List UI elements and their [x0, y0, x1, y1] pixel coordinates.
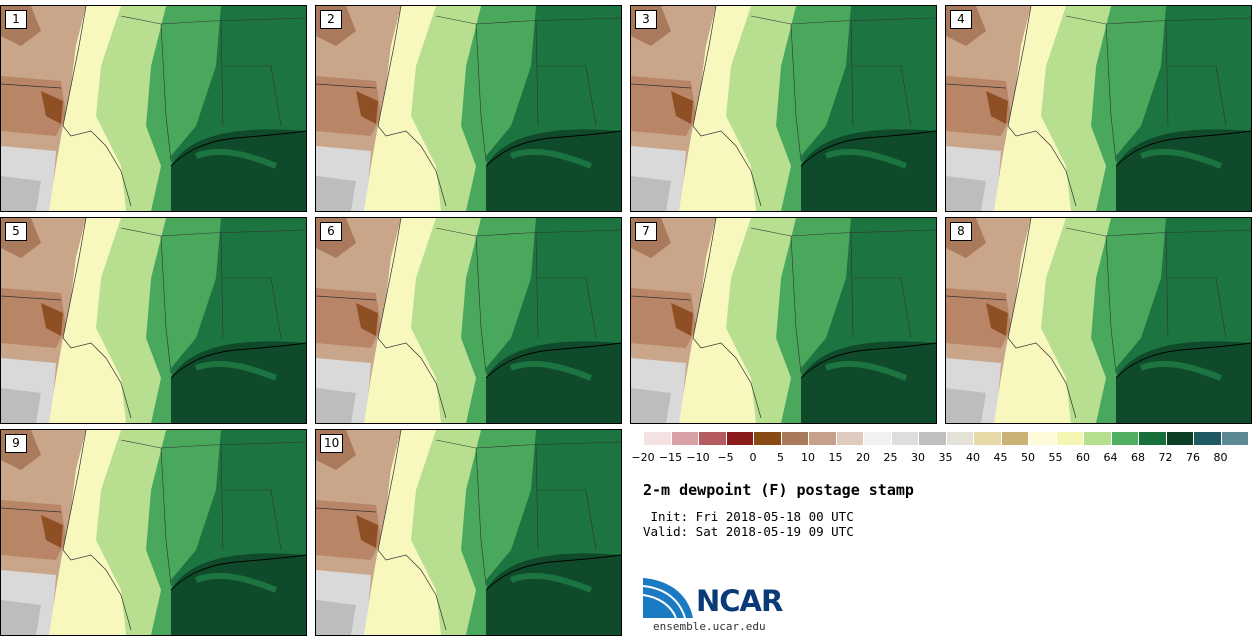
dewpoint-map	[316, 6, 621, 211]
colorbar-swatch	[1055, 432, 1083, 445]
colorbar-swatch	[780, 432, 808, 445]
member-number: 6	[320, 222, 342, 241]
ncar-logo-text: NCAR	[696, 584, 783, 618]
colorbar-tick-label: −10	[686, 451, 710, 464]
colorbar-tick-label: 80	[1213, 451, 1228, 464]
member-number: 1	[5, 10, 27, 29]
colorbar-tick-label: 35	[938, 451, 953, 464]
colorbar	[643, 432, 1248, 445]
colorbar-swatch	[753, 432, 781, 445]
ensemble-member-map[interactable]: 2	[315, 5, 622, 212]
init-time: Init: Fri 2018-05-18 00 UTC	[643, 509, 854, 524]
valid-time: Valid: Sat 2018-05-19 09 UTC	[643, 524, 854, 539]
colorbar-swatch	[725, 432, 753, 445]
member-number: 2	[320, 10, 342, 29]
colorbar-tick-label: 55	[1048, 451, 1063, 464]
colorbar-tick-label: 64	[1103, 451, 1118, 464]
colorbar-tick-label: −5	[717, 451, 734, 464]
colorbar-tick-label: 0	[749, 451, 757, 464]
member-number: 7	[635, 222, 657, 241]
colorbar-tick-label: 20	[856, 451, 870, 464]
dewpoint-map	[1, 430, 306, 635]
ensemble-member-map[interactable]: 9	[0, 429, 307, 636]
ncar-logo-icon	[643, 578, 693, 619]
colorbar-swatch	[835, 432, 863, 445]
colorbar-tick-label: 5	[777, 451, 784, 464]
dewpoint-map	[1, 218, 306, 423]
ensemble-member-map[interactable]: 7	[630, 217, 937, 424]
figure-title: 2-m dewpoint (F) postage stamp	[643, 481, 914, 499]
member-number: 9	[5, 434, 27, 453]
ensemble-member-map[interactable]: 5	[0, 217, 307, 424]
colorbar-swatch	[973, 432, 1001, 445]
ensemble-member-map[interactable]: 10	[315, 429, 622, 636]
colorbar-tick-label: 76	[1186, 451, 1200, 464]
dewpoint-map	[1, 6, 306, 211]
site-url: ensemble.ucar.edu	[653, 620, 766, 633]
colorbar-swatch	[1193, 432, 1221, 445]
colorbar-tick-label: 15	[828, 451, 843, 464]
dewpoint-map	[946, 218, 1251, 423]
colorbar-tick-label: 40	[966, 451, 980, 464]
dewpoint-map	[631, 6, 936, 211]
member-number: 8	[950, 222, 972, 241]
colorbar-swatch	[1165, 432, 1193, 445]
colorbar-swatch	[1000, 432, 1028, 445]
colorbar-tick-label: 50	[1021, 451, 1035, 464]
colorbar-tick-label: 68	[1131, 451, 1145, 464]
colorbar-swatch	[863, 432, 891, 445]
ensemble-member-map[interactable]: 4	[945, 5, 1252, 212]
colorbar-swatch	[1028, 432, 1056, 445]
colorbar-swatch	[890, 432, 918, 445]
dewpoint-map	[316, 218, 621, 423]
ensemble-member-map[interactable]: 3	[630, 5, 937, 212]
member-number: 10	[320, 434, 344, 453]
colorbar-swatch	[1220, 432, 1248, 445]
ensemble-member-map[interactable]: 8	[945, 217, 1252, 424]
colorbar-swatch	[643, 432, 671, 445]
colorbar-tick-label: 30	[911, 451, 925, 464]
colorbar-swatch	[698, 432, 726, 445]
member-number: 4	[950, 10, 972, 29]
colorbar-tick-labels: −20 −15 −10 −5 0 5 10 15 20 25 30 35 40 45 50 55 60 64 68 7…	[631, 451, 1248, 465]
colorbar-tick-label: −15	[658, 451, 683, 464]
ensemble-member-map[interactable]: 1	[0, 5, 307, 212]
colorbar-swatch	[945, 432, 973, 445]
colorbar-tick-label: 25	[883, 451, 898, 464]
member-number: 3	[635, 10, 657, 29]
dewpoint-map	[631, 218, 936, 423]
colorbar-tick-label: 45	[993, 451, 1008, 464]
member-number: 5	[5, 222, 27, 241]
ensemble-member-map[interactable]: 6	[315, 217, 622, 424]
colorbar-swatch	[1138, 432, 1166, 445]
colorbar-tick-label: −20	[631, 451, 655, 464]
dewpoint-map	[946, 6, 1251, 211]
colorbar-swatch	[1110, 432, 1138, 445]
colorbar-swatch	[918, 432, 946, 445]
colorbar-tick-label: 60	[1076, 451, 1090, 464]
dewpoint-map	[316, 430, 621, 635]
colorbar-swatch	[670, 432, 698, 445]
colorbar-swatch	[808, 432, 836, 445]
colorbar-tick-label: 10	[801, 451, 815, 464]
colorbar-swatch	[1083, 432, 1111, 445]
colorbar-tick-label: 72	[1158, 451, 1173, 464]
